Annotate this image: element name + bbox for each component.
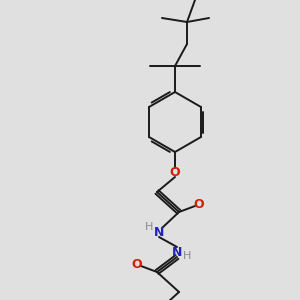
Text: N: N [154, 226, 164, 238]
Text: H: H [145, 222, 153, 232]
Text: N: N [172, 245, 182, 259]
Text: H: H [183, 251, 191, 261]
Text: O: O [170, 166, 180, 178]
Text: O: O [194, 197, 204, 211]
Text: O: O [132, 257, 142, 271]
